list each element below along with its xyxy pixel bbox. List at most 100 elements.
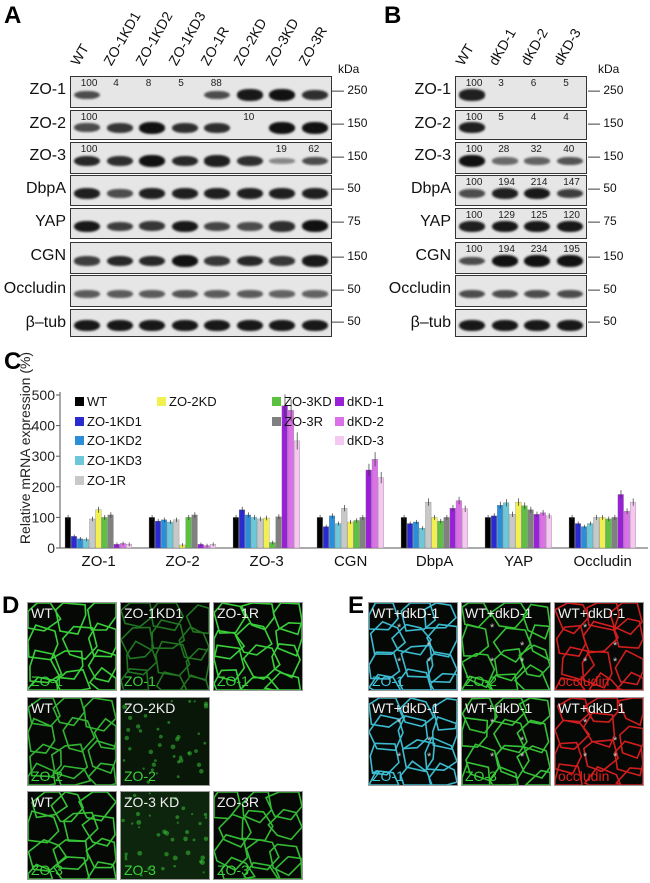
protein-band xyxy=(74,90,101,100)
asterisk-marker: * xyxy=(397,751,402,763)
asterisk-marker: * xyxy=(520,735,525,747)
cell-outline xyxy=(28,863,54,879)
bar-ZO-1R xyxy=(509,514,516,549)
fluorescent-speck xyxy=(157,743,162,747)
cell-outline xyxy=(271,643,301,679)
cell-outline xyxy=(93,717,116,750)
kda-marker: — 150 xyxy=(332,248,368,263)
blot-strip: 100 4 8 5 88 xyxy=(70,76,332,108)
bar-dKD-2 xyxy=(623,511,630,549)
fluorescent-speck xyxy=(202,871,205,874)
panel-a-label: A xyxy=(4,2,22,29)
asterisk-marker: * xyxy=(427,751,432,763)
cell-outline xyxy=(28,603,62,632)
cell-outline xyxy=(397,714,429,750)
blot-row-label: CGN xyxy=(415,247,451,264)
cell-junctions xyxy=(214,792,302,879)
fluorescent-speck xyxy=(151,762,157,767)
lane-label: dKD-1 xyxy=(485,25,519,69)
fluorescent-speck xyxy=(203,812,208,817)
cell-outline xyxy=(492,718,528,754)
cell-outline xyxy=(125,640,158,676)
legend-swatch xyxy=(75,436,84,445)
blot-strip xyxy=(70,175,332,206)
asterisk-marker: * xyxy=(427,735,432,747)
bar-ZO-1KD2 xyxy=(413,521,420,549)
panel-d-label: D xyxy=(2,592,20,619)
fluorescent-speck xyxy=(203,836,209,842)
cell-outline xyxy=(151,619,186,650)
cell-outline xyxy=(52,698,86,727)
fluorescent-speck xyxy=(124,735,130,741)
cell-outline xyxy=(56,765,92,785)
cell-outline xyxy=(462,698,498,734)
protein-band xyxy=(139,221,166,232)
fluorescent-speck xyxy=(146,780,151,784)
cell-outline xyxy=(218,813,252,848)
quantification-value: 147 xyxy=(563,177,580,188)
legend-label: dKD-2 xyxy=(347,414,384,429)
legend-item: ZO-3R xyxy=(272,414,323,429)
cell-junctions xyxy=(369,698,457,785)
cell-junctions xyxy=(28,603,116,690)
cell-outline xyxy=(588,671,622,690)
protein-band xyxy=(236,89,263,101)
protein-band xyxy=(139,290,166,298)
cell-outline xyxy=(528,624,550,662)
protein-band xyxy=(204,187,231,199)
kda-value: 150 xyxy=(603,148,624,163)
micrograph-condition-label: ZO-2KD xyxy=(124,700,176,716)
protein-band xyxy=(171,220,198,233)
fluorescent-speck xyxy=(204,816,208,819)
fluorescent-speck xyxy=(143,714,148,718)
asterisk-marker: * xyxy=(583,622,588,634)
protein-band xyxy=(269,158,296,164)
cell-outline xyxy=(149,603,185,632)
quantification-value: 5 xyxy=(563,78,569,89)
legend-label: dKD-1 xyxy=(347,394,384,409)
legend-swatch xyxy=(75,397,84,406)
legend-item: WT xyxy=(75,394,107,409)
bar-ZO-3R xyxy=(527,509,534,549)
cell-outline xyxy=(516,745,550,779)
fluorescent-speck xyxy=(203,741,207,745)
y-tick-label: 200 xyxy=(32,479,56,495)
legend-swatch xyxy=(335,436,344,445)
blot-strip: 100 3 6 5 xyxy=(455,76,587,108)
bar-ZO-1R xyxy=(593,517,600,549)
legend-item: ZO-2KD xyxy=(157,394,217,409)
fluorescent-speck xyxy=(194,749,198,753)
cell-outline xyxy=(391,623,433,656)
kda-marker: — 150 xyxy=(332,115,368,130)
cell-outline xyxy=(486,673,519,690)
panel-b-kda-label: kDa xyxy=(598,62,620,76)
cell-junctions xyxy=(462,698,550,785)
cell-outline xyxy=(88,666,116,690)
bar-ZO-3R xyxy=(275,516,282,549)
micrograph: ZO-3 KD ZO-3 xyxy=(120,791,210,880)
cell-outline xyxy=(52,839,89,871)
micrograph-condition-label: WT+dkD-1 xyxy=(372,605,440,621)
fluorescent-speck xyxy=(156,832,161,837)
bar-ZO-1KD3 xyxy=(251,517,258,549)
blot-strip: 100 194 214 147 xyxy=(455,175,587,206)
cell-outline xyxy=(29,649,63,684)
category-label: YAP xyxy=(504,553,533,570)
legend-swatch xyxy=(75,476,84,485)
protein-band xyxy=(301,187,328,199)
cell-outline xyxy=(50,792,85,823)
kda-value: 50 xyxy=(347,181,361,196)
asterisk-marker: * xyxy=(427,640,432,652)
bar-ZO-3KD xyxy=(353,520,360,549)
protein-band xyxy=(204,256,231,266)
asterisk-marker: * xyxy=(583,656,588,668)
protein-band xyxy=(524,289,551,299)
cell-junctions xyxy=(121,603,209,690)
quantification-value: 120 xyxy=(563,210,580,221)
protein-band xyxy=(106,319,133,332)
fluorescent-speck xyxy=(155,772,158,775)
cell-outline xyxy=(488,765,519,785)
cell-outline xyxy=(87,739,116,775)
cell-outline xyxy=(86,603,116,631)
protein-band xyxy=(74,123,101,133)
